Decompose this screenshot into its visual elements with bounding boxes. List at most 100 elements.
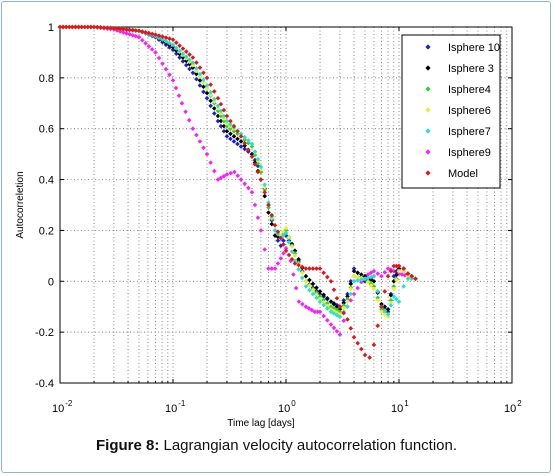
data-point (337, 309, 343, 315)
legend-label: Isphere9 (448, 147, 491, 159)
data-point (228, 170, 233, 176)
data-point (221, 123, 227, 129)
data-point (242, 181, 247, 187)
data-point (218, 108, 224, 114)
data-point (190, 70, 196, 76)
data-point (235, 136, 240, 142)
data-point (127, 27, 132, 33)
data-point (235, 131, 240, 137)
y-tick-label: 0.4 (39, 175, 54, 187)
data-point (201, 77, 206, 83)
data-point (401, 284, 406, 289)
data-point (60, 24, 66, 30)
data-point (215, 95, 221, 101)
data-point (183, 109, 188, 115)
data-point (334, 312, 340, 318)
data-point (314, 266, 319, 271)
y-tick-label: 0.8 (39, 73, 54, 85)
data-point (266, 266, 271, 271)
data-point (289, 249, 295, 254)
data-point (228, 126, 233, 132)
legend-marker (425, 107, 431, 113)
data-point (307, 277, 312, 283)
data-point (355, 278, 360, 283)
data-point (281, 233, 286, 238)
data-point (177, 51, 182, 57)
data-point (292, 253, 298, 259)
data-point (170, 37, 176, 43)
data-point (149, 31, 155, 37)
legend-label: Isphere7 (448, 126, 491, 138)
data-point (351, 278, 357, 284)
data-point (362, 352, 368, 358)
data-point (292, 261, 298, 266)
data-point (396, 268, 402, 274)
legend-marker (425, 128, 431, 134)
data-point (143, 40, 148, 46)
data-point (348, 286, 354, 292)
data-point (194, 71, 199, 77)
data-point (127, 32, 132, 37)
data-point (321, 292, 326, 298)
data-point (228, 131, 233, 137)
data-point (292, 251, 298, 256)
legend-marker (425, 149, 431, 155)
data-point (405, 273, 411, 279)
data-point (331, 311, 337, 316)
data-point (293, 285, 299, 291)
x-tick-label: 10-2 (52, 399, 73, 415)
data-point (331, 306, 337, 311)
data-point (197, 74, 203, 79)
data-point (252, 149, 258, 154)
data-point (281, 229, 286, 234)
data-point (321, 302, 326, 308)
data-point (136, 28, 142, 34)
data-point (170, 42, 176, 48)
data-point (238, 144, 244, 149)
data-point (204, 95, 210, 101)
data-point (266, 205, 271, 210)
data-point (224, 172, 230, 177)
data-point (231, 128, 237, 134)
y-tick-label: 0.2 (39, 225, 54, 237)
data-point (167, 40, 172, 46)
data-point (180, 55, 186, 60)
data-point (212, 168, 217, 174)
data-point (337, 304, 343, 310)
data-point (299, 270, 305, 276)
data-point (296, 262, 301, 268)
data-point (283, 230, 289, 236)
data-point (218, 118, 224, 124)
series-isphere7 (57, 24, 418, 320)
data-point (391, 284, 397, 289)
data-point (218, 101, 224, 107)
data-point (82, 24, 88, 30)
data-point (345, 294, 350, 299)
data-point (334, 310, 340, 315)
data-point (197, 139, 203, 144)
data-point (231, 139, 237, 144)
data-point (201, 89, 206, 95)
legend-label: Isphere 10 (448, 42, 500, 54)
data-point (218, 113, 224, 119)
data-point (163, 38, 169, 44)
data-point (255, 169, 261, 175)
data-point (292, 258, 298, 264)
data-point (303, 273, 309, 279)
data-point (114, 26, 120, 31)
data-point (173, 85, 179, 91)
data-point (321, 300, 326, 305)
legend-marker (425, 44, 431, 50)
data-point (275, 231, 281, 237)
data-point (170, 45, 176, 50)
data-point (262, 189, 268, 195)
figure-caption: Figure 8: Lagrangian velocity autocorrel… (0, 437, 553, 454)
data-point (375, 323, 381, 329)
data-point (391, 286, 397, 292)
data-point (197, 65, 203, 70)
data-point (325, 274, 330, 280)
data-point (221, 113, 227, 119)
data-point (351, 291, 357, 297)
data-point (177, 43, 182, 48)
data-point (266, 202, 271, 208)
